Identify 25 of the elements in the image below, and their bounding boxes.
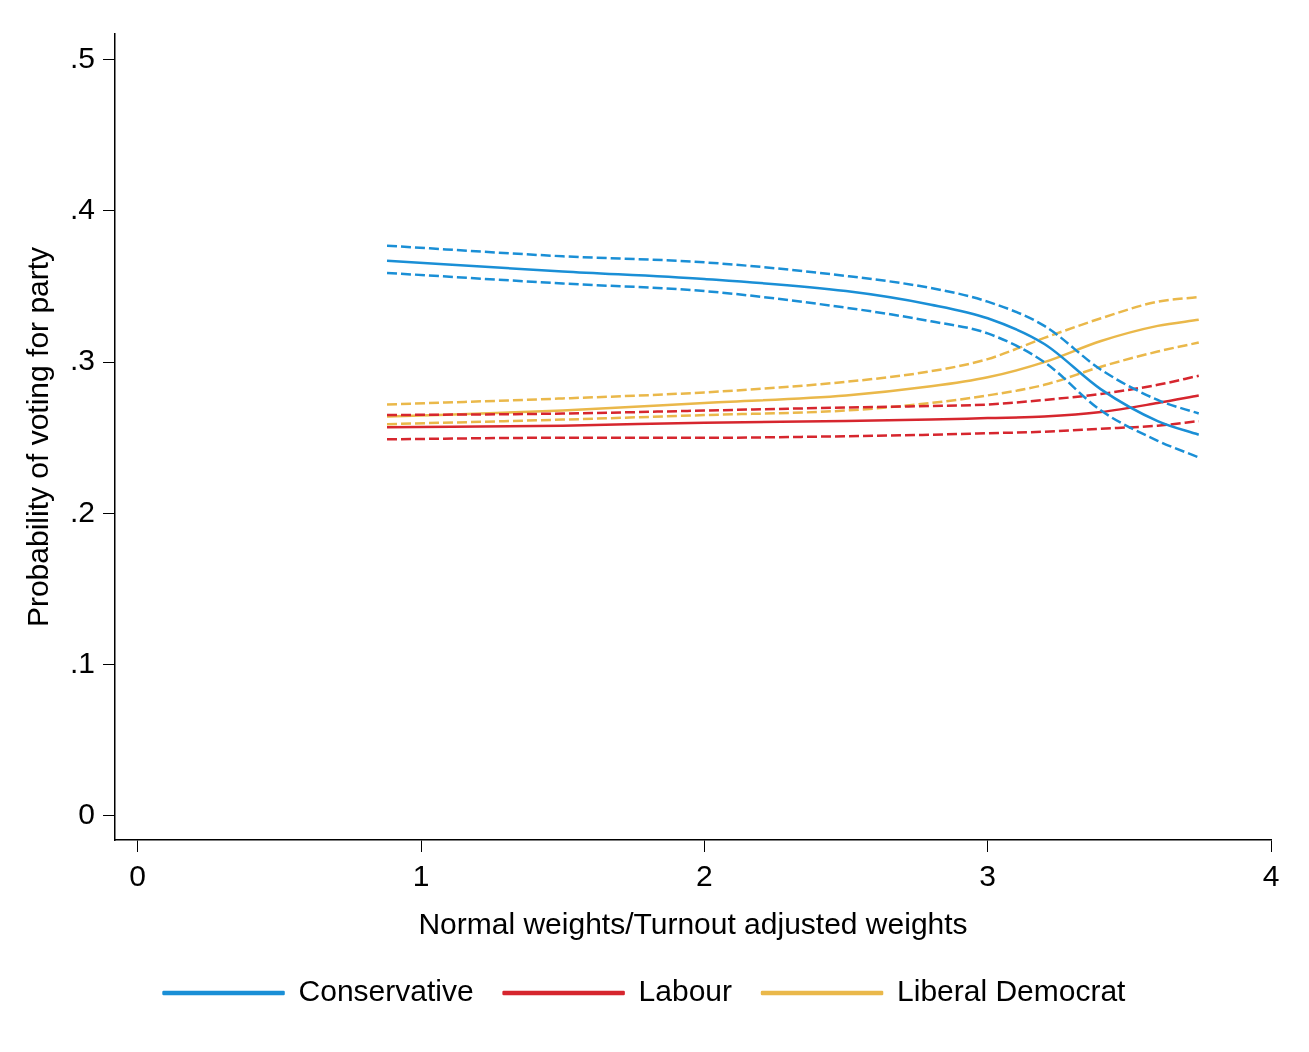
y-tick-label: .4 xyxy=(69,192,96,226)
y-tick-label: .3 xyxy=(69,343,96,377)
x-tick-label: 4 xyxy=(1262,859,1280,893)
line-series xyxy=(385,318,1200,418)
y-tick-label: .5 xyxy=(69,40,96,74)
line-series xyxy=(385,259,1200,436)
line-series xyxy=(385,244,1200,415)
legend-label: Liberal Democrat xyxy=(897,974,1127,1008)
line-series xyxy=(385,271,1200,459)
line-series xyxy=(385,341,1200,426)
x-tick-label: 3 xyxy=(979,859,997,893)
legend-label: Conservative xyxy=(298,974,474,1008)
line-series xyxy=(385,394,1200,429)
line-series xyxy=(385,295,1200,406)
x-axis-title: Normal weights/Turnout adjusted weights xyxy=(418,907,968,941)
line-series xyxy=(385,374,1200,417)
x-tick-label: 2 xyxy=(696,859,713,893)
y-tick-label: .1 xyxy=(69,645,96,679)
y-axis-title: Probability of voting for party xyxy=(21,246,55,628)
line-series xyxy=(385,419,1200,441)
y-tick-label: .2 xyxy=(69,494,96,528)
legend-label: Labour xyxy=(638,974,733,1008)
x-tick-label: 1 xyxy=(412,859,430,893)
y-tick-label: 0 xyxy=(78,797,96,831)
x-tick-label: 0 xyxy=(129,859,147,893)
